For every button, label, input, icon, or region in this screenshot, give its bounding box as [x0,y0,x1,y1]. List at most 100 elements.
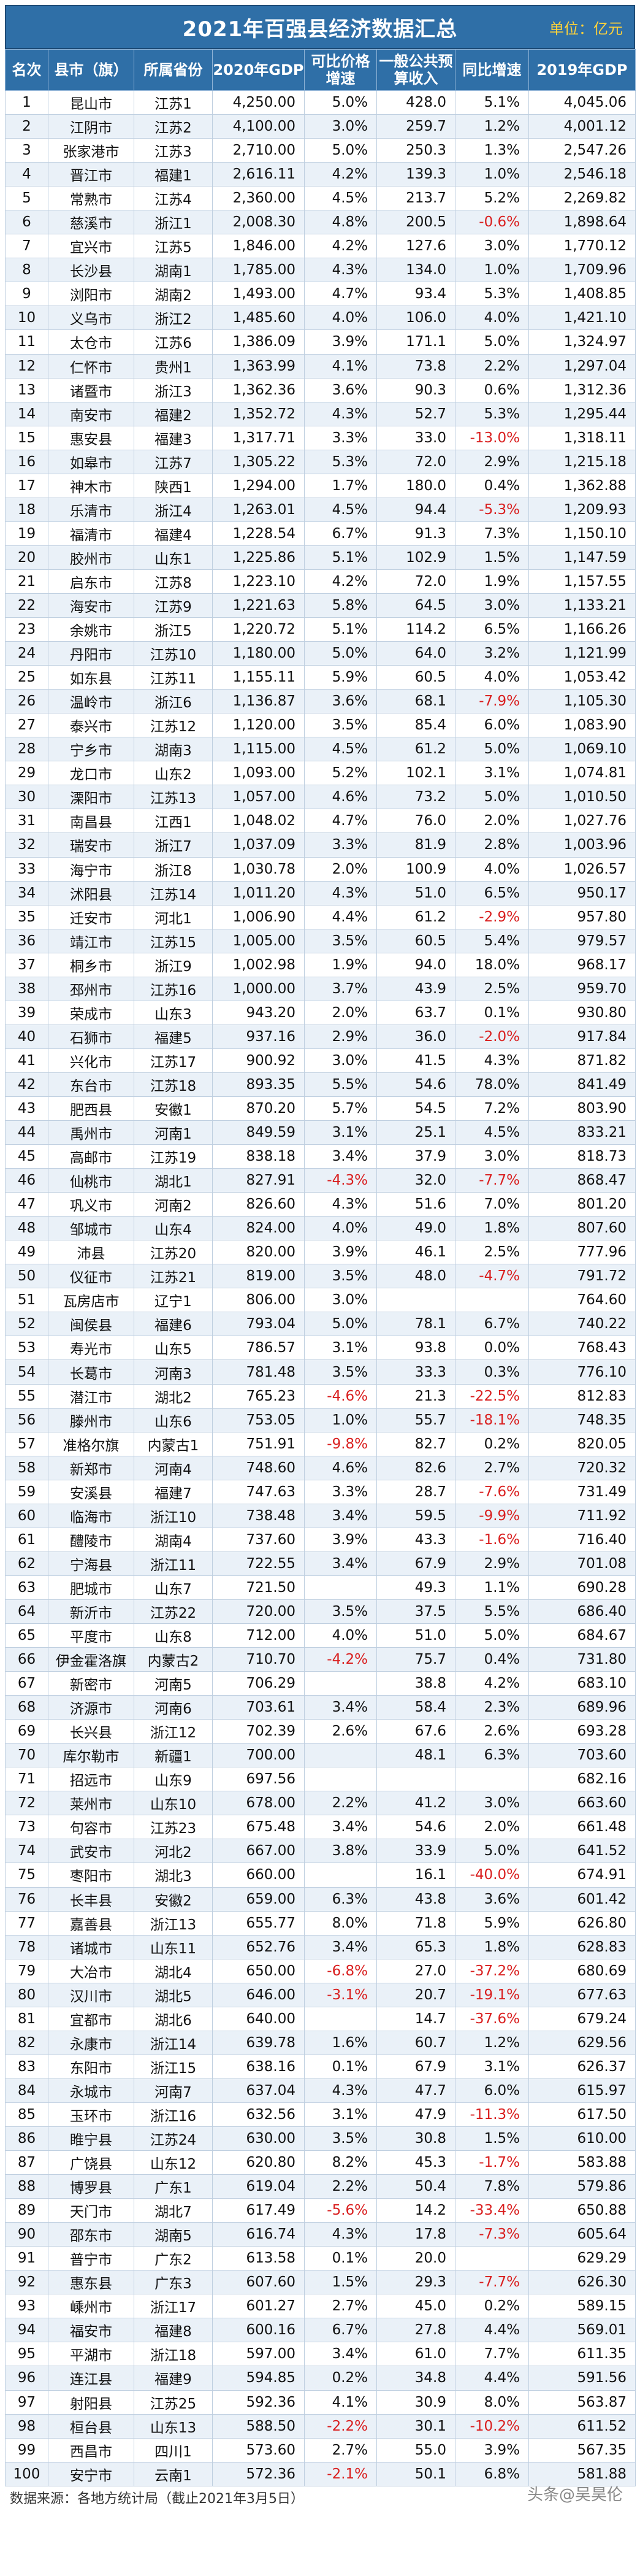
rank-cell: 5 [5,186,48,211]
rank-cell: 27 [5,713,48,738]
province-cell: 江苏18 [134,1072,213,1097]
rank-cell: 49 [5,1240,48,1265]
county-cell: 启东市 [48,569,134,594]
table-row: 65 平度市 山东8 712.00 4.0% 51.0 5.0% 684.67 [5,1623,636,1648]
province-cell: 江苏22 [134,1599,213,1624]
table-row: 9 浏阳市 湖南2 1,493.00 4.7% 93.4 5.3% 1,408.85 [5,282,636,307]
growth-cell: 3.5% [304,1359,377,1385]
budget-revenue-cell: 73.8 [376,353,455,379]
province-cell: 福建5 [134,1024,213,1049]
gdp-2019-cell: 740.22 [528,1312,636,1337]
yoy-cell: 5.1% [455,90,529,115]
province-cell: 山东8 [134,1623,213,1648]
county-cell: 肥西县 [48,1096,134,1121]
rank-cell: 22 [5,593,48,618]
yoy-cell: -37.6% [455,2006,529,2031]
county-cell: 福清市 [48,521,134,546]
province-cell: 山东13 [134,2413,213,2439]
rank-cell: 98 [5,2413,48,2439]
growth-cell: 4.3% [304,2078,377,2103]
table-row: 77 嘉善县 浙江13 655.77 8.0% 71.8 5.9% 626.80 [5,1910,636,1936]
rank-cell: 13 [5,377,48,402]
province-cell: 河南6 [134,1695,213,1720]
table-row: 41 兴化市 江苏17 900.92 3.0% 41.5 4.3% 871.82 [5,1048,636,1073]
yoy-cell: -4.7% [455,1264,529,1289]
rank-cell: 64 [5,1599,48,1624]
yoy-cell: 3.0% [455,593,529,618]
county-cell: 诸暨市 [48,377,134,402]
growth-cell: 5.3% [304,449,377,474]
province-cell: 广东3 [134,2270,213,2295]
growth-cell: 4.5% [304,497,377,522]
yoy-cell: -0.6% [455,210,529,235]
gdp-2019-cell: 1,324.97 [528,329,636,355]
budget-revenue-cell: 33.0 [376,425,455,450]
gdp-2020-cell: 588.50 [212,2413,305,2439]
budget-revenue-cell: 93.4 [376,282,455,307]
gdp-2020-cell: 1,263.01 [212,497,305,522]
budget-revenue-cell: 51.0 [376,1623,455,1648]
growth-cell [304,1767,377,1792]
table-row: 60 临海市 浙江10 738.48 3.4% 59.5 -9.9% 711.92 [5,1503,636,1528]
rank-cell: 1 [5,90,48,115]
yoy-cell: 0.2% [455,2294,529,2319]
table-row: 70 库尔勒市 新疆1 700.00 48.1 6.3% 703.60 [5,1743,636,1768]
budget-revenue-cell: 50.1 [376,2461,455,2486]
province-cell: 贵州1 [134,353,213,379]
yoy-cell: 5.0% [455,1839,529,1864]
gdp-2020-cell: 1,006.90 [212,904,305,929]
gdp-2020-cell: 675.48 [212,1815,305,1840]
gdp-2020-cell: 617.49 [212,2198,305,2223]
yoy-cell: -18.1% [455,1407,529,1432]
county-cell: 瑞安市 [48,832,134,858]
yoy-cell: 6.0% [455,713,529,738]
rank-cell: 60 [5,1503,48,1528]
budget-revenue-cell: 14.7 [376,2006,455,2031]
rank-cell: 23 [5,617,48,642]
county-cell: 闽侯县 [48,1312,134,1337]
gdp-2020-cell: 697.56 [212,1767,305,1792]
budget-revenue-cell: 91.3 [376,521,455,546]
gdp-2020-cell: 1,225.86 [212,545,305,570]
county-cell: 长葛市 [48,1359,134,1385]
gdp-2020-cell: 637.04 [212,2078,305,2103]
rank-cell: 71 [5,1767,48,1792]
rank-cell: 14 [5,401,48,426]
gdp-2020-cell: 1,223.10 [212,569,305,594]
province-cell: 福建9 [134,2366,213,2391]
growth-cell: -5.6% [304,2198,377,2223]
gdp-2020-cell: 640.00 [212,2006,305,2031]
watermark-text: 头条@吴昊伦 [527,2485,623,2504]
budget-revenue-cell: 32.0 [376,1168,455,1193]
gdp-2019-cell: 1,074.81 [528,761,636,786]
county-cell: 海宁市 [48,856,134,882]
rank-cell: 15 [5,425,48,450]
province-cell: 山东10 [134,1791,213,1816]
gdp-2020-cell: 1,221.63 [212,593,305,618]
county-cell: 连江县 [48,2366,134,2391]
yoy-cell: -13.0% [455,425,529,450]
gdp-2019-cell: 1,898.64 [528,210,636,235]
rank-cell: 51 [5,1288,48,1313]
gdp-2019-cell: 764.60 [528,1288,636,1313]
gdp-2020-cell: 613.58 [212,2246,305,2271]
county-cell: 宜兴市 [48,234,134,259]
rank-cell: 34 [5,880,48,905]
yoy-cell: 1.1% [455,1575,529,1600]
rank-cell: 3 [5,138,48,163]
gdp-2019-cell: 626.80 [528,1910,636,1936]
gdp-2020-cell: 1,493.00 [212,282,305,307]
county-cell: 张家港市 [48,138,134,163]
growth-cell: 3.1% [304,1120,377,1145]
growth-cell: 4.0% [304,306,377,331]
province-cell: 广东2 [134,2246,213,2271]
rank-cell: 16 [5,449,48,474]
growth-cell: 3.5% [304,1599,377,1624]
growth-cell: 3.4% [304,1503,377,1528]
budget-revenue-cell: 43.3 [376,1527,455,1552]
rank-cell: 97 [5,2390,48,2415]
yoy-cell: 0.1% [455,1000,529,1025]
table-row: 29 龙口市 山东2 1,093.00 5.2% 102.1 3.1% 1,074.81 [5,761,636,786]
rank-cell: 12 [5,353,48,379]
table-row: 6 慈溪市 浙江1 2,008.30 4.8% 200.5 -0.6% 1,898.64 [5,210,636,235]
